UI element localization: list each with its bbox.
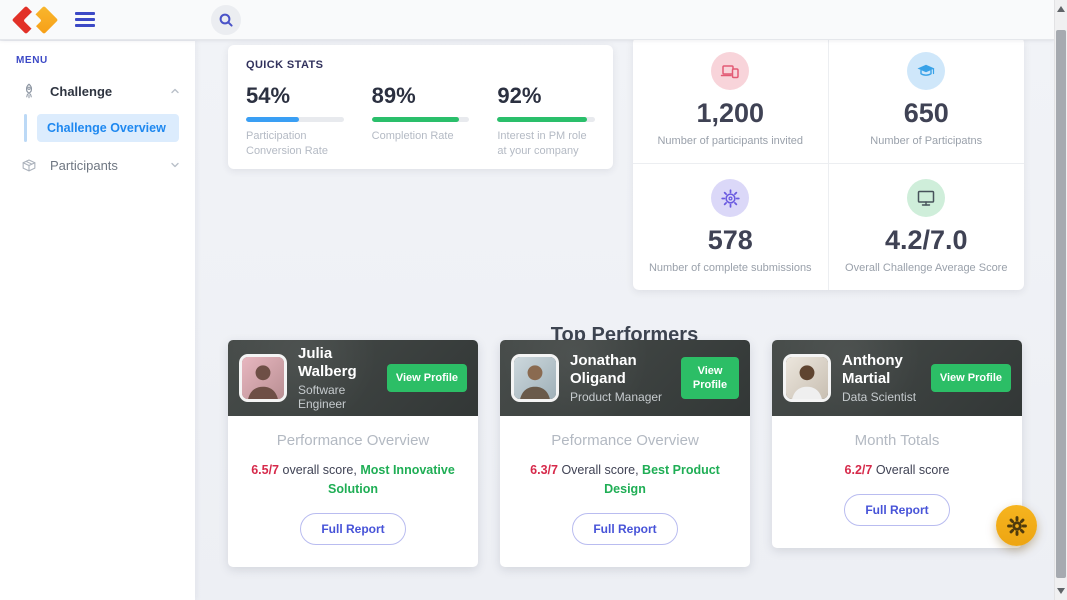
summary-label: Overall Challenge Average Score — [845, 262, 1008, 275]
score-text: overall score, — [282, 463, 357, 477]
performer-role: Product Manager — [570, 389, 663, 404]
progress-fill — [371, 117, 459, 122]
sidebar-item-label: Participants — [50, 157, 118, 173]
quick-stats-card: QUICK STATS 54% Participation Conversion… — [228, 45, 613, 169]
avatar-photo — [783, 354, 831, 402]
search-icon — [219, 13, 233, 27]
scroll-down-arrow[interactable] — [1055, 584, 1067, 598]
summary-cell-submissions: 578 Number of complete submissions — [633, 163, 829, 290]
score-value: 6.2/7 — [844, 463, 873, 477]
summary-grid-card: 1,200 Number of participants invited 650… — [633, 37, 1024, 290]
menu-section-label: MENU — [16, 55, 48, 66]
full-report-button[interactable]: Full Report — [300, 512, 406, 545]
stat-value: 92% — [497, 83, 542, 108]
full-report-button[interactable]: Full Report — [844, 493, 950, 526]
chevron-up-icon — [171, 88, 179, 94]
stat-value: 54% — [246, 83, 291, 108]
scrollbar-thumb[interactable] — [1056, 30, 1066, 578]
topbar — [0, 0, 1054, 40]
sidebar-subnav: Challenge Overview — [24, 114, 195, 142]
overview-heading: Peformance Overview — [551, 432, 699, 449]
view-profile-button[interactable]: View Profile — [386, 363, 467, 393]
summary-label: Number of Participatns — [870, 135, 983, 148]
sidebar: MENU Challenge Challenge Overview Partic… — [0, 41, 195, 600]
performer-name: Anthony Martial — [842, 352, 903, 387]
vertical-scrollbar[interactable] — [1054, 0, 1067, 600]
score-value: 6.5/7 — [251, 463, 280, 477]
summary-cell-average-score: 4.2/7.0 Overall Challenge Average Score — [829, 164, 1025, 291]
sidebar-item-participants[interactable]: Participants — [0, 150, 195, 180]
main-content: QUICK STATS 54% Participation Conversion… — [195, 37, 1054, 600]
progress-bar — [371, 117, 470, 122]
score-line: 6.5/7 overall score, Most Innovative Sol… — [242, 461, 464, 499]
performer-card-julia: Julia Walberg Software Engineer View Pro… — [228, 340, 478, 567]
stat-label: Completion Rate — [371, 130, 454, 142]
devices-icon — [711, 52, 750, 91]
progress-bar — [246, 117, 344, 122]
summary-value: 1,200 — [696, 98, 765, 129]
chevron-down-icon — [171, 162, 179, 168]
stat-completion-rate: 89% Completion Rate — [371, 83, 470, 160]
summary-value: 650 — [903, 98, 949, 129]
performer-body: Performance Overview 6.5/7 overall score… — [228, 416, 478, 567]
stat-participation-conversion: 54% Participation Conversion Rate — [246, 83, 344, 160]
graduation-cap-icon — [907, 52, 946, 91]
performer-card-jonathan: Jonathan Oligand Product Manager View Pr… — [500, 340, 750, 567]
quick-stats-title: QUICK STATS — [246, 59, 324, 71]
progress-bar — [497, 117, 596, 122]
gear-icon — [711, 179, 750, 218]
summary-cell-invited: 1,200 Number of participants invited — [633, 37, 829, 164]
overview-heading: Month Totals — [854, 432, 940, 449]
scroll-up-arrow[interactable] — [1055, 2, 1067, 16]
monitor-icon — [907, 179, 946, 218]
sidebar-item-challenge-overview[interactable]: Challenge Overview — [37, 114, 179, 142]
stat-label: Participation Conversion Rate — [246, 130, 328, 158]
award-text: Best Product Design — [604, 463, 720, 496]
award-text: Most Innovative Solution — [328, 463, 455, 496]
progress-fill — [497, 117, 588, 122]
avatar-photo — [239, 354, 287, 402]
performer-header: Anthony Martial Data Scientist View Prof… — [772, 340, 1022, 416]
full-report-button[interactable]: Full Report — [572, 512, 678, 545]
view-profile-button[interactable]: View Profile — [681, 356, 739, 400]
summary-label: Number of complete submissions — [648, 262, 812, 275]
performer-name: Jonathan Oligand — [570, 352, 637, 387]
score-text: Overall score, — [561, 463, 639, 477]
stat-pm-interest: 92% Interest in PM role at your company — [497, 83, 596, 160]
hamburger-menu-icon[interactable] — [75, 12, 95, 27]
score-line: 6.3/7 Overall score, Best Product Design — [514, 461, 736, 499]
view-profile-button[interactable]: View Profile — [930, 363, 1011, 393]
stat-value: 89% — [371, 83, 416, 108]
score-value: 6.3/7 — [530, 463, 558, 477]
performer-role: Software Engineer — [298, 382, 347, 411]
summary-label: Number of participants invited — [657, 135, 803, 148]
overview-heading: Performance Overview — [276, 432, 430, 449]
score-text: Overall score — [875, 463, 950, 477]
gear-icon — [1006, 515, 1027, 536]
active-rail — [24, 114, 27, 142]
performer-header: Jonathan Oligand Product Manager View Pr… — [500, 340, 750, 416]
performer-body: Month Totals 6.2/7 Overall score Full Re… — [772, 416, 1022, 548]
score-line: 6.2/7 Overall score — [786, 461, 1008, 480]
sidebar-item-challenge[interactable]: Challenge — [0, 76, 195, 106]
summary-cell-participants: 650 Number of Participatns — [828, 37, 1024, 164]
performer-card-anthony: Anthony Martial Data Scientist View Prof… — [772, 340, 1022, 548]
settings-fab-button[interactable] — [996, 505, 1037, 546]
performer-role: Data Scientist — [842, 389, 917, 404]
rocket-icon — [26, 83, 32, 99]
progress-fill — [246, 117, 299, 122]
sidebar-item-label: Challenge — [50, 83, 113, 99]
stat-label: Interest in PM role at your company — [497, 130, 587, 158]
search-button[interactable] — [211, 5, 241, 35]
performer-header: Julia Walberg Software Engineer View Pro… — [228, 340, 478, 416]
package-icon — [22, 159, 36, 172]
avatar-photo — [511, 354, 559, 402]
summary-value: 4.2/7.0 — [884, 225, 968, 256]
summary-value: 578 — [707, 225, 753, 256]
app-logo-icon[interactable] — [11, 4, 61, 36]
performer-body: Peformance Overview 6.3/7 Overall score,… — [500, 416, 750, 567]
performer-name: Julia Walberg — [298, 345, 357, 380]
